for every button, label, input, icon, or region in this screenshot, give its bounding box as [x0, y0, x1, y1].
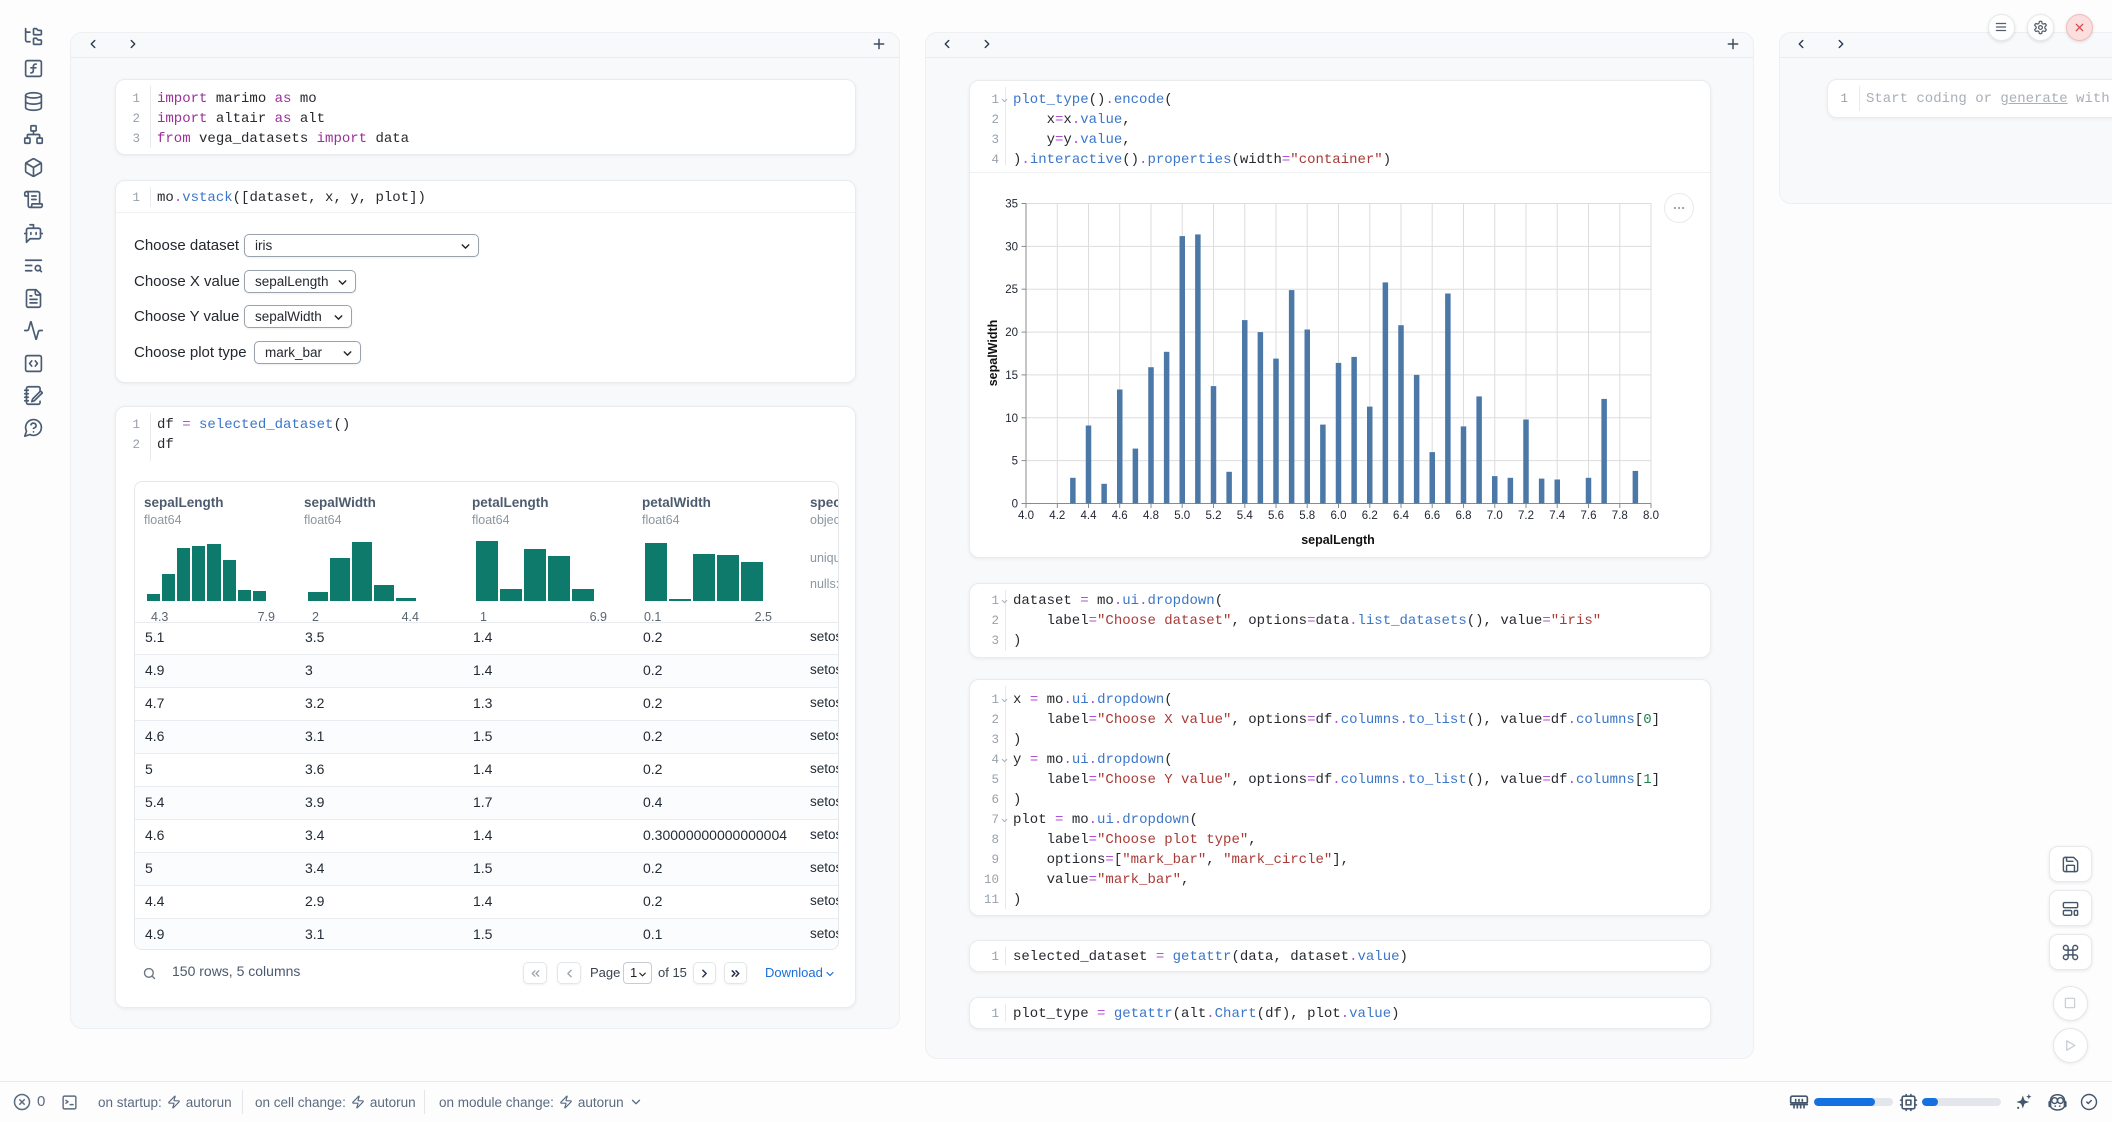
- svg-text:10: 10: [1005, 413, 1018, 425]
- svg-text:6.4: 6.4: [1393, 510, 1410, 522]
- svg-text:7.4: 7.4: [1549, 510, 1566, 522]
- svg-text:5: 5: [1012, 456, 1018, 468]
- svg-text:6.2: 6.2: [1362, 510, 1378, 522]
- svg-text:6.8: 6.8: [1456, 510, 1472, 522]
- svg-text:7.6: 7.6: [1581, 510, 1597, 522]
- svg-text:5.6: 5.6: [1268, 510, 1284, 522]
- svg-text:35: 35: [1005, 199, 1018, 211]
- svg-text:4.2: 4.2: [1049, 510, 1065, 522]
- svg-text:7.8: 7.8: [1612, 510, 1628, 522]
- svg-text:sepalLength: sepalLength: [1301, 533, 1375, 547]
- svg-text:4.6: 4.6: [1112, 510, 1128, 522]
- svg-text:4.8: 4.8: [1143, 510, 1159, 522]
- svg-text:30: 30: [1005, 241, 1018, 253]
- svg-text:sepalWidth: sepalWidth: [986, 320, 1000, 387]
- svg-text:4.4: 4.4: [1081, 510, 1098, 522]
- svg-text:15: 15: [1005, 370, 1018, 382]
- svg-text:4.0: 4.0: [1018, 510, 1034, 522]
- svg-text:8.0: 8.0: [1643, 510, 1659, 522]
- svg-text:5.2: 5.2: [1206, 510, 1222, 522]
- svg-text:5.4: 5.4: [1237, 510, 1254, 522]
- svg-text:25: 25: [1005, 284, 1018, 296]
- svg-text:20: 20: [1005, 327, 1018, 339]
- svg-text:6.0: 6.0: [1331, 510, 1347, 522]
- svg-text:0: 0: [1012, 499, 1018, 511]
- svg-text:7.2: 7.2: [1518, 510, 1534, 522]
- svg-text:6.6: 6.6: [1424, 510, 1440, 522]
- svg-text:5.8: 5.8: [1299, 510, 1315, 522]
- svg-text:7.0: 7.0: [1487, 510, 1503, 522]
- svg-text:5.0: 5.0: [1174, 510, 1190, 522]
